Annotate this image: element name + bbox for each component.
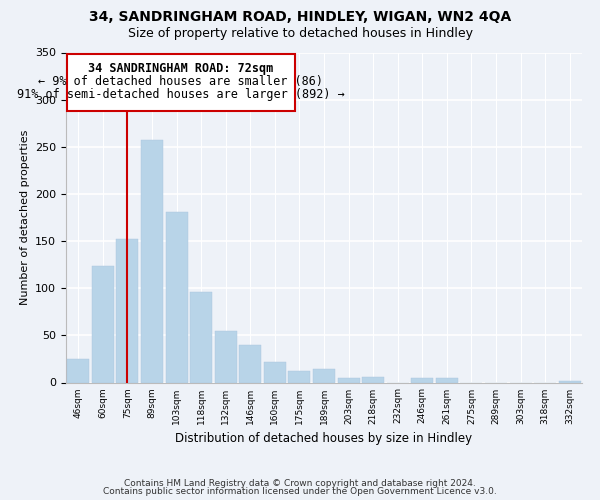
- Bar: [362, 377, 384, 382]
- Bar: [141, 140, 163, 382]
- Bar: [239, 345, 262, 383]
- Text: ← 9% of detached houses are smaller (86): ← 9% of detached houses are smaller (86): [38, 75, 323, 88]
- Bar: [166, 212, 188, 382]
- Bar: [215, 330, 237, 382]
- FancyBboxPatch shape: [67, 54, 295, 111]
- Y-axis label: Number of detached properties: Number of detached properties: [20, 130, 29, 305]
- Bar: [436, 378, 458, 382]
- X-axis label: Distribution of detached houses by size in Hindley: Distribution of detached houses by size …: [175, 432, 473, 445]
- Bar: [264, 362, 286, 382]
- Text: Size of property relative to detached houses in Hindley: Size of property relative to detached ho…: [128, 28, 473, 40]
- Bar: [338, 378, 359, 382]
- Bar: [289, 371, 310, 382]
- Bar: [92, 266, 114, 382]
- Bar: [116, 239, 139, 382]
- Bar: [67, 359, 89, 382]
- Bar: [559, 380, 581, 382]
- Bar: [313, 370, 335, 382]
- Text: 34 SANDRINGHAM ROAD: 72sqm: 34 SANDRINGHAM ROAD: 72sqm: [88, 62, 274, 75]
- Text: 91% of semi-detached houses are larger (892) →: 91% of semi-detached houses are larger (…: [17, 88, 345, 102]
- Bar: [411, 378, 433, 382]
- Text: 34, SANDRINGHAM ROAD, HINDLEY, WIGAN, WN2 4QA: 34, SANDRINGHAM ROAD, HINDLEY, WIGAN, WN…: [89, 10, 511, 24]
- Bar: [190, 292, 212, 382]
- Text: Contains public sector information licensed under the Open Government Licence v3: Contains public sector information licen…: [103, 487, 497, 496]
- Text: Contains HM Land Registry data © Crown copyright and database right 2024.: Contains HM Land Registry data © Crown c…: [124, 478, 476, 488]
